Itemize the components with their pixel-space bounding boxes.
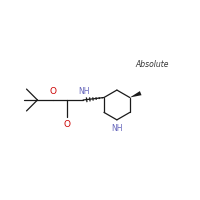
Text: Absolute: Absolute bbox=[136, 60, 169, 69]
Text: NH: NH bbox=[111, 124, 123, 133]
Polygon shape bbox=[130, 91, 142, 98]
Text: NH: NH bbox=[78, 87, 90, 96]
Text: O: O bbox=[64, 120, 71, 129]
Text: O: O bbox=[50, 87, 57, 96]
